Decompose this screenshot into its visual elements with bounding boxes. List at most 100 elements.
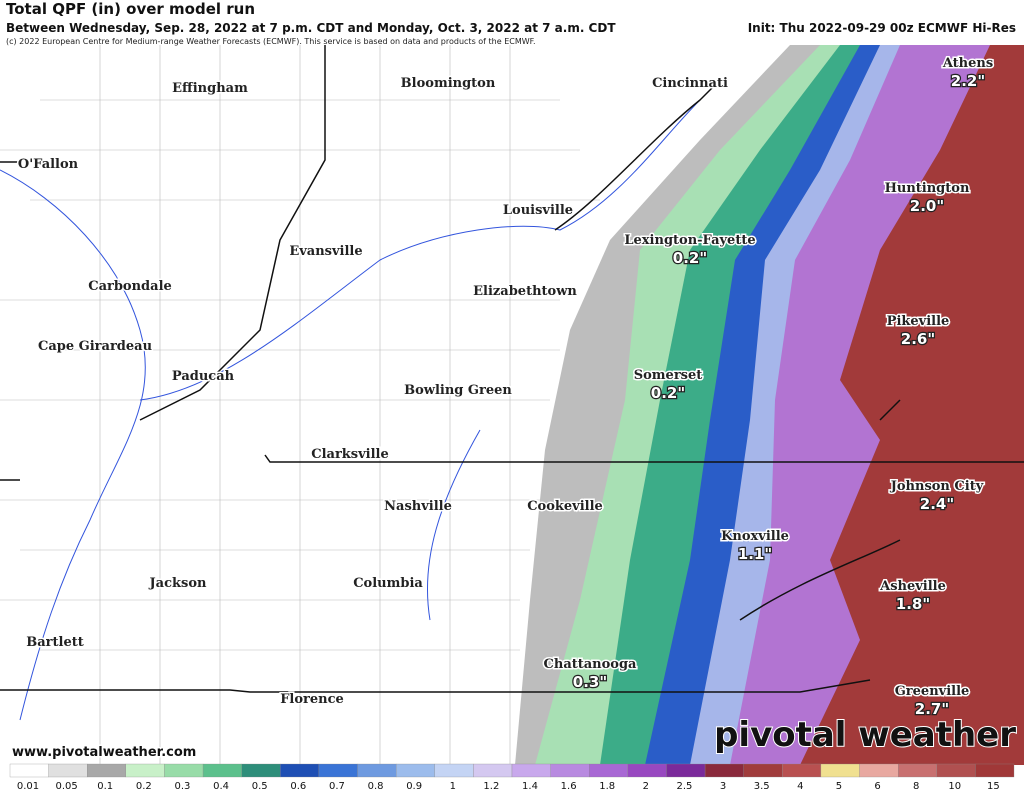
city-amount: 1.8"	[896, 595, 930, 613]
city-name: Lexington-Fayette	[624, 233, 755, 248]
colorbar-swatch	[666, 763, 706, 778]
colorbar-swatch	[704, 763, 744, 778]
city-name: Nashville	[384, 499, 452, 514]
colorbar-swatch	[820, 763, 860, 778]
colorbar-label: 1.8	[599, 781, 615, 791]
init-time: Init: Thu 2022-09-29 00z ECMWF Hi-Res	[748, 21, 1016, 35]
colorbar-swatch	[782, 763, 822, 778]
city-name: Knoxville	[721, 529, 789, 544]
colorbar-label: 0.05	[55, 781, 77, 791]
colorbar-swatch	[975, 763, 1015, 778]
colorbar-swatch	[9, 763, 49, 778]
colorbar-swatch	[318, 763, 358, 778]
colorbar-label: 0.9	[406, 781, 422, 791]
city-amount: 2.4"	[920, 495, 954, 513]
colorbar-swatch	[357, 763, 397, 778]
colorbar-label: 0.7	[329, 781, 345, 791]
city-name: Paducah	[172, 369, 235, 384]
city-name: Columbia	[353, 576, 423, 591]
colorbar-label: 3	[720, 781, 726, 791]
city-name: Elizabethtown	[473, 284, 577, 299]
city-name: Clarksville	[311, 447, 389, 462]
city-amount: 0.3"	[573, 673, 607, 691]
colorbar-label: 0.2	[136, 781, 152, 791]
city-amount: 2.2"	[951, 72, 985, 90]
map	[0, 45, 1024, 765]
city-name: Louisville	[503, 203, 573, 218]
colorbar-swatch	[164, 763, 204, 778]
colorbar-label: 2.5	[677, 781, 693, 791]
colorbar-swatch	[898, 763, 937, 778]
city-name: Huntington	[885, 181, 970, 196]
colorbar-swatch	[743, 763, 783, 778]
city-name: Somerset	[634, 368, 703, 383]
colorbar-label: 0.1	[97, 781, 113, 791]
colorbar-swatch	[241, 763, 281, 778]
colorbar-swatch	[125, 763, 165, 778]
colorbar: 0.01 0.05 0.1 0.2 0.3 0.4 0.5 0.6 0.7 0.8 0.9 1 1.2 1…	[9, 763, 1015, 791]
colorbar-label: 4	[797, 781, 803, 791]
city-name: Asheville	[879, 579, 946, 594]
subtitle: Between Wednesday, Sep. 28, 2022 at 7 p.…	[6, 21, 616, 35]
city-name: Cookeville	[527, 499, 603, 514]
colorbar-label: 2	[643, 781, 649, 791]
city-name: Bowling Green	[404, 383, 512, 398]
colorbar-label: 0.6	[290, 781, 306, 791]
city-name: Florence	[280, 692, 344, 707]
website: www.pivotalweather.com	[12, 745, 196, 760]
colorbar-swatch	[87, 763, 126, 778]
county-lines	[0, 45, 600, 765]
colorbar-swatch	[859, 763, 899, 778]
colorbar-label: 1	[450, 781, 456, 791]
colorbar-swatch	[627, 763, 667, 778]
colorbar-label: 15	[987, 781, 1000, 791]
city-name: Bartlett	[26, 635, 83, 650]
colorbar-swatch	[48, 763, 88, 778]
colorbar-label: 3.5	[754, 781, 770, 791]
copyright: (c) 2022 European Centre for Medium-rang…	[6, 37, 536, 46]
colorbar-swatch	[434, 763, 474, 778]
colorbar-swatch	[396, 763, 435, 778]
colorbar-label: 0.3	[175, 781, 191, 791]
city-name: Johnson City	[890, 479, 984, 494]
colorbar-swatch	[936, 763, 976, 778]
colorbar-swatch	[202, 763, 242, 778]
colorbar-label: 0.4	[213, 781, 229, 791]
colorbar-label: 5	[836, 781, 842, 791]
colorbar-label: 0.01	[17, 781, 39, 791]
city-amount: 1.1"	[738, 545, 772, 563]
city-name: Pikeville	[887, 314, 950, 329]
watermark: pivotal weather	[714, 715, 1016, 755]
city-name: Bloomington	[401, 76, 496, 91]
colorbar-swatch	[511, 763, 551, 778]
city-amount: 2.7"	[915, 700, 949, 718]
city-amount: 2.6"	[901, 330, 935, 348]
city-amount: 0.2"	[651, 384, 685, 402]
city-amount: 2.0"	[910, 197, 944, 215]
city-labels: Effingham Bloomington Cincinnati Athens2.2"…	[16, 55, 994, 720]
city-name: Cincinnati	[652, 76, 728, 91]
city-name: Effingham	[172, 81, 248, 96]
title: Total QPF (in) over model run	[6, 0, 255, 18]
city-name: Carbondale	[88, 279, 172, 294]
city-name: Cape Girardeau	[38, 339, 152, 354]
colorbar-label: 1.2	[483, 781, 499, 791]
colorbar-label: 10	[948, 781, 961, 791]
city-name: Greenville	[895, 684, 970, 699]
colorbar-label: 0.8	[368, 781, 384, 791]
colorbar-label: 0.5	[252, 781, 268, 791]
city-name: O'Fallon	[18, 157, 79, 172]
colorbar-label: 8	[913, 781, 919, 791]
precip-band	[800, 45, 1024, 765]
city-amount: 0.2"	[673, 249, 707, 267]
city-name: Evansville	[289, 244, 362, 259]
rivers	[0, 99, 701, 721]
colorbar-label: 1.4	[522, 781, 538, 791]
colorbar-swatch	[280, 763, 320, 778]
city-name: Jackson	[149, 576, 207, 591]
colorbar-swatch	[550, 763, 590, 778]
colorbar-label: 1.6	[561, 781, 577, 791]
colorbar-swatch	[589, 763, 628, 778]
colorbar-swatch	[473, 763, 513, 778]
